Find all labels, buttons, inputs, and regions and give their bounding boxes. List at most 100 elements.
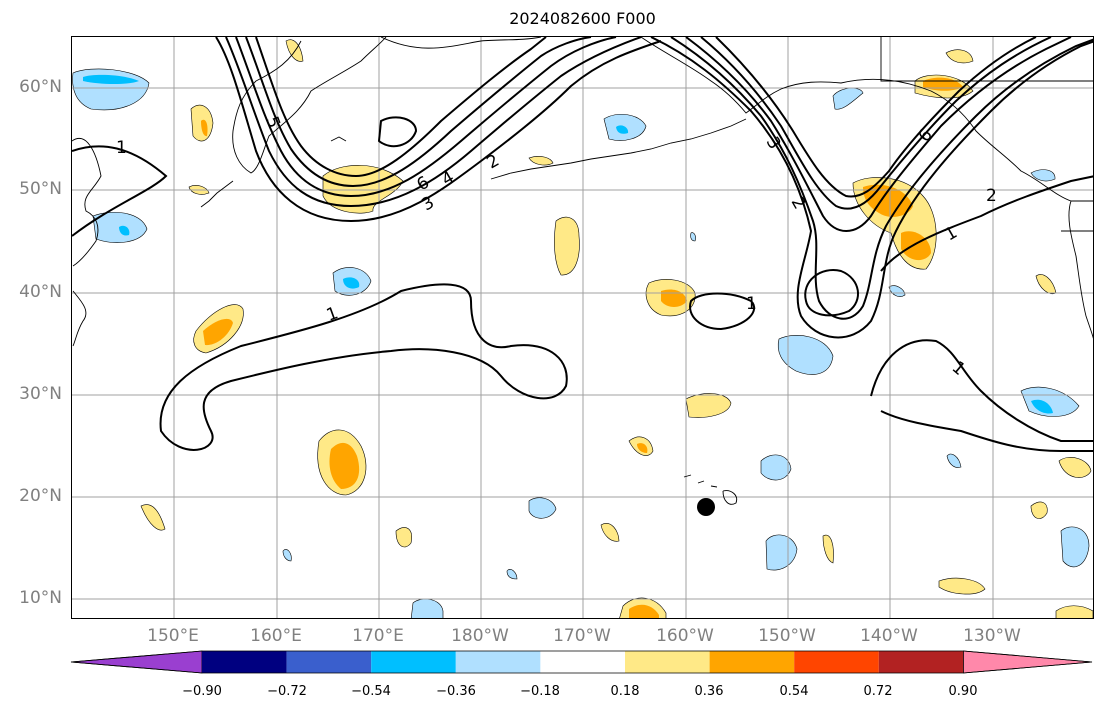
north-america-coastline <box>1068 200 1093 339</box>
contour-line-1 <box>72 145 168 237</box>
lat-label-50n: 50°N <box>19 179 62 199</box>
contour-line-loop <box>804 269 859 317</box>
graticule <box>72 37 1093 618</box>
positive-anomaly-patch <box>322 165 404 214</box>
contour-line-1 <box>377 116 418 148</box>
colorbar-tick: 0.72 <box>863 684 893 699</box>
negative-anomaly-patch <box>777 335 834 375</box>
lon-label-170w: 170°W <box>553 626 611 646</box>
location-marker <box>697 498 715 516</box>
colorbar <box>70 650 1093 674</box>
contour-line-4 <box>685 37 1072 232</box>
positive-anomaly-patch <box>1055 605 1093 618</box>
positive-anomaly-patch <box>945 49 974 64</box>
map-panel: 1 1 1 1 1 2 2 2 3 3 4 5 6 6 <box>71 36 1094 619</box>
contour-line-3 <box>670 37 1093 320</box>
contour-line-6 <box>715 37 1037 198</box>
contour-label: 3 <box>419 193 438 216</box>
colorbar-tick: 0.90 <box>948 684 978 699</box>
contour-line-6 <box>255 37 547 178</box>
colorbar-tick: 0.18 <box>610 684 640 699</box>
colorbar-outline <box>70 650 1093 674</box>
colorbar-segment <box>371 651 456 673</box>
positive-anomaly-patch <box>685 393 732 418</box>
lon-label-160e: 160°E <box>250 626 302 646</box>
strong-positive-anomaly <box>637 443 648 453</box>
kuril-islands <box>200 180 234 208</box>
contour-label: 1 <box>942 223 961 246</box>
positive-anomaly-patch <box>554 216 580 276</box>
lat-label-60n: 60°N <box>19 77 62 97</box>
contour-label: 6 <box>414 173 433 196</box>
negative-anomaly-patch <box>1020 386 1080 417</box>
contour-line-4 <box>235 37 617 198</box>
positive-anomaly-patch <box>140 504 166 531</box>
bering-island <box>330 136 347 142</box>
colorbar-segment <box>709 651 795 673</box>
lat-label-10n: 10°N <box>19 588 62 608</box>
negative-anomaly-patch <box>506 569 518 580</box>
positive-anomaly-patch <box>600 523 620 542</box>
asia-coastline <box>72 138 102 267</box>
contour-line-1 <box>159 283 568 451</box>
hawaii-islands <box>683 474 738 505</box>
asia-coastline <box>72 290 87 347</box>
strong-positive-anomaly <box>201 119 208 137</box>
strong-negative-anomaly <box>119 225 130 236</box>
colorbar-segment <box>202 651 287 673</box>
siberia-coastline <box>380 37 542 49</box>
map-canvas: 1 1 1 1 1 2 2 2 3 3 4 5 6 6 <box>72 37 1093 618</box>
contour-label: 1 <box>948 358 969 380</box>
positive-anomaly-patch <box>1058 457 1092 478</box>
positive-anomaly-patch <box>285 39 304 62</box>
colorbar-tick: −0.90 <box>182 684 222 699</box>
colorbar-segment <box>455 651 541 673</box>
strong-negative-anomaly <box>1031 399 1053 414</box>
contour-line-2 <box>650 37 1093 339</box>
negative-anomaly-patch <box>832 87 864 110</box>
strong-positive-anomaly <box>901 231 931 261</box>
strong-positive-anomaly <box>329 442 360 489</box>
negative-anomaly-patch <box>765 534 798 571</box>
negative-anomaly-patch <box>1030 169 1056 182</box>
colorbar-segment <box>625 651 710 673</box>
negative-anomaly-patch <box>760 454 792 481</box>
negative-anomaly-patch <box>528 497 557 519</box>
colorbar-tick: 0.54 <box>779 684 809 699</box>
strong-positive-anomaly <box>203 318 233 346</box>
negative-anomaly-patch <box>888 285 906 297</box>
contour-line-3 <box>225 37 642 208</box>
strong-negative-anomaly <box>616 125 629 134</box>
lon-label-160w: 160°W <box>656 626 714 646</box>
map-title: 2024082600 F000 <box>509 9 656 28</box>
positive-anomaly-patch <box>1030 501 1048 519</box>
contour-line-5 <box>700 37 1052 210</box>
strong-positive-anomaly <box>629 604 659 618</box>
positive-anomaly-patch <box>938 577 986 595</box>
lat-label-40n: 40°N <box>19 282 62 302</box>
aleutian-islands <box>490 118 747 180</box>
lon-label-130w: 130°W <box>963 626 1021 646</box>
positive-anomaly-patch <box>395 527 412 548</box>
contour-line-1 <box>870 339 1093 442</box>
contour-label: 2 <box>986 186 997 206</box>
colorbar-tick: −0.36 <box>436 684 476 699</box>
negative-anomaly-patch <box>72 68 150 111</box>
lon-label-170e: 170°E <box>352 626 404 646</box>
alaska-coastline <box>640 37 1093 202</box>
lon-label-140w: 140°W <box>860 626 918 646</box>
lon-label-150w: 150°W <box>758 626 816 646</box>
colorbar-segment <box>794 651 879 673</box>
contour-line-1 <box>880 410 1093 452</box>
positive-anomaly-patch <box>528 156 554 166</box>
positive-anomaly-patch <box>822 534 834 564</box>
strong-negative-anomaly <box>83 74 139 84</box>
negative-anomaly-patch <box>946 453 962 468</box>
contour-line-5 <box>245 37 592 188</box>
lat-label-20n: 20°N <box>19 486 62 506</box>
anomaly-shading <box>72 39 1093 618</box>
lat-label-30n: 30°N <box>19 384 62 404</box>
negative-anomaly-patch <box>410 598 444 618</box>
colorbar-extend-low <box>70 650 203 674</box>
colorbar-tick: −0.18 <box>520 684 560 699</box>
